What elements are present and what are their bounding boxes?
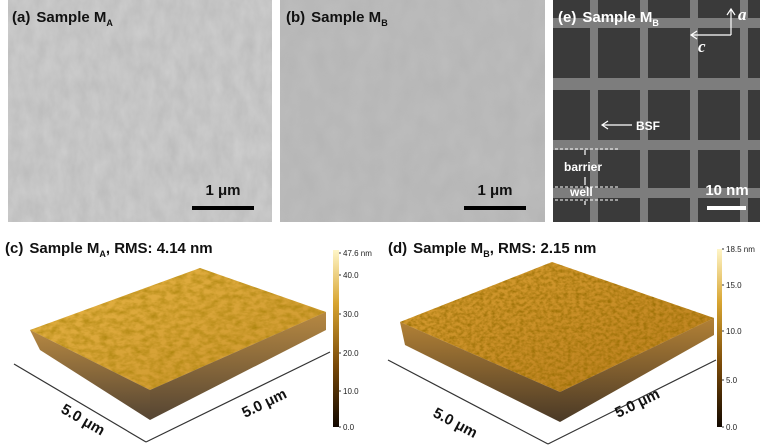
panel-heading: (d)Sample MB, RMS: 2.15 nm — [388, 240, 596, 259]
panel-label: (c) — [5, 240, 23, 257]
colorbar — [717, 249, 722, 427]
panel-title: Sample M — [311, 9, 381, 26]
panel-title: Sample M — [29, 240, 99, 257]
panel-title: Sample M — [582, 9, 652, 26]
scale-label: 10 nm — [705, 182, 748, 199]
axis-label: 5.0 μm — [612, 385, 662, 421]
colorbar-label: 10.0 — [343, 387, 359, 396]
colorbar-label: 30.0 — [343, 310, 359, 319]
panel-label: (e) — [558, 9, 576, 26]
panel-label: (a) — [12, 9, 30, 26]
colorbar-label: 40.0 — [343, 271, 359, 280]
figure: (a)Sample MA(b)Sample MB(e)Sample MB(c)S… — [0, 0, 760, 446]
panel-heading: (b) Sample MB — [286, 9, 388, 28]
colorbar-label: 15.0 — [726, 281, 742, 290]
panel-subscript: B — [381, 18, 388, 28]
colorbar-label: 0.0 — [343, 423, 355, 432]
colorbar-label: 47.6 nm — [343, 249, 372, 258]
panel-suffix: , RMS: 4.14 nm — [106, 240, 213, 257]
panel-label: (d) — [388, 240, 407, 257]
colorbar-label: 20.0 — [343, 349, 359, 358]
panel-title: Sample M — [36, 9, 106, 26]
panel-subscript: A — [106, 18, 113, 28]
panel-title: Sample M — [413, 240, 483, 257]
scale-label: 1 μm — [477, 182, 512, 199]
colorbar-label: 18.5 nm — [726, 245, 755, 254]
axis-label: a — [738, 5, 747, 24]
panel-heading: (c)Sample MA, RMS: 4.14 nm — [5, 240, 213, 259]
colorbar-label: 5.0 — [726, 376, 738, 385]
axis-label: 5.0 μm — [58, 401, 108, 439]
panel-suffix: , RMS: 2.15 nm — [490, 240, 597, 257]
panel-label: (b) — [286, 9, 305, 26]
axis-label: 5.0 μm — [239, 385, 289, 421]
afm-texture — [400, 262, 714, 392]
annotation: BSF — [636, 119, 660, 133]
colorbar-label: 10.0 — [726, 327, 742, 336]
axis-label: c — [698, 37, 706, 56]
panel-heading: (e) Sample MB — [558, 9, 659, 28]
panel-subscript: B — [652, 18, 659, 28]
colorbar-label: 0.0 — [726, 423, 738, 432]
annotation: well — [569, 185, 593, 199]
axis-label: 5.0 μm — [430, 405, 480, 442]
colorbar — [333, 250, 339, 427]
scale-label: 1 μm — [205, 182, 240, 199]
panel-heading: (a) Sample MA — [12, 9, 113, 28]
annotation: barrier — [564, 160, 602, 174]
